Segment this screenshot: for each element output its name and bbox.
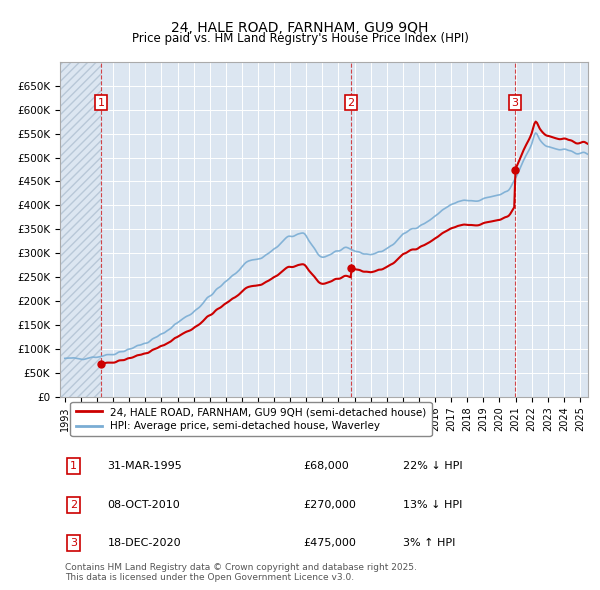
Text: 2: 2 (70, 500, 77, 510)
Text: Contains HM Land Registry data © Crown copyright and database right 2025.
This d: Contains HM Land Registry data © Crown c… (65, 563, 417, 582)
Text: 31-MAR-1995: 31-MAR-1995 (107, 461, 182, 471)
Text: Price paid vs. HM Land Registry's House Price Index (HPI): Price paid vs. HM Land Registry's House … (131, 32, 469, 45)
Text: £68,000: £68,000 (303, 461, 349, 471)
Text: 3% ↑ HPI: 3% ↑ HPI (403, 538, 455, 548)
Text: 13% ↓ HPI: 13% ↓ HPI (403, 500, 463, 510)
Text: 3: 3 (70, 538, 77, 548)
Text: £270,000: £270,000 (303, 500, 356, 510)
Text: 3: 3 (512, 97, 518, 107)
Text: 1: 1 (97, 97, 104, 107)
Text: 08-OCT-2010: 08-OCT-2010 (107, 500, 180, 510)
Text: 1: 1 (70, 461, 77, 471)
Text: £475,000: £475,000 (303, 538, 356, 548)
Bar (60, 62, 101, 396)
Text: 2: 2 (347, 97, 355, 107)
Legend: 24, HALE ROAD, FARNHAM, GU9 9QH (semi-detached house), HPI: Average price, semi-: 24, HALE ROAD, FARNHAM, GU9 9QH (semi-de… (70, 402, 431, 437)
Text: 24, HALE ROAD, FARNHAM, GU9 9QH: 24, HALE ROAD, FARNHAM, GU9 9QH (172, 21, 428, 35)
Text: 22% ↓ HPI: 22% ↓ HPI (403, 461, 463, 471)
Text: 18-DEC-2020: 18-DEC-2020 (107, 538, 181, 548)
